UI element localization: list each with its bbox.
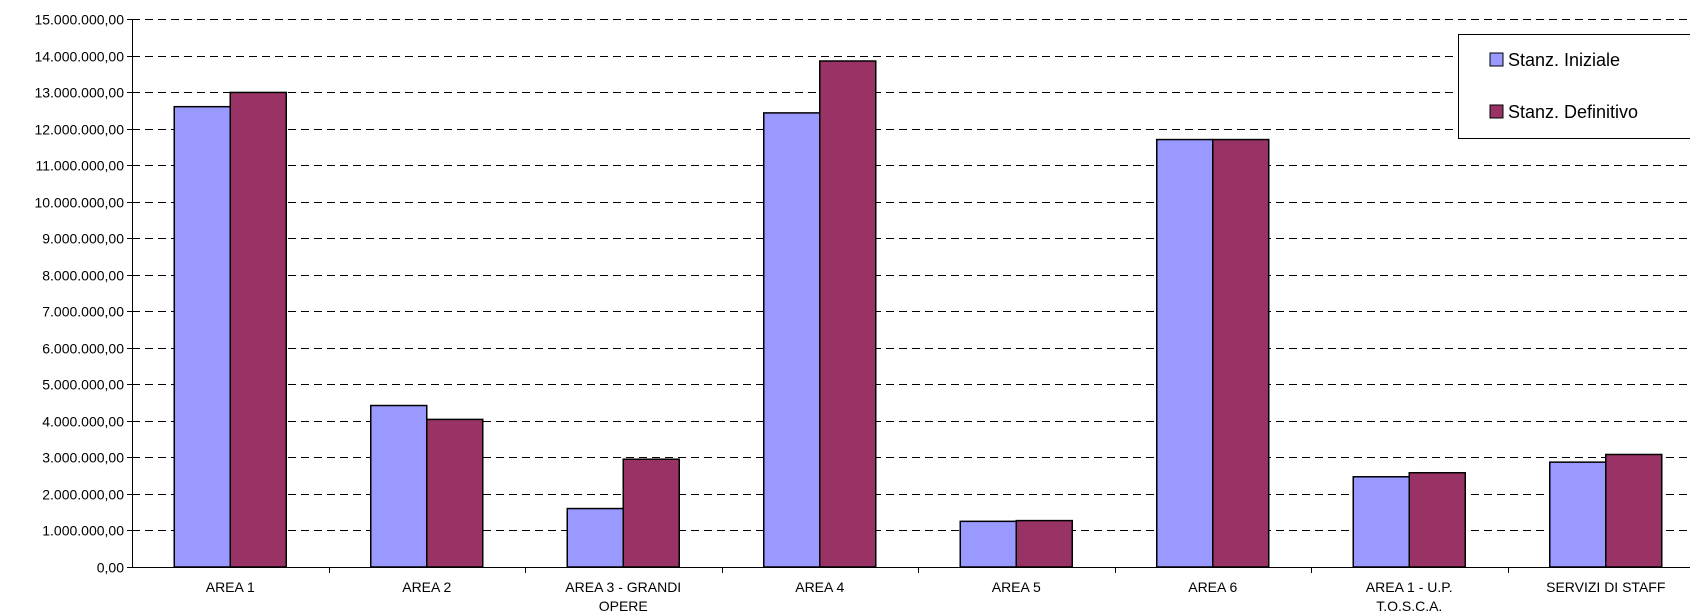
y-tick-label: 14.000.000,00 [34,49,124,65]
x-category-label: AREA 5 [992,579,1041,595]
y-tick-label: 8.000.000,00 [42,268,124,284]
legend-box [1458,34,1690,139]
x-category-label: AREA 1 - U.P. [1366,579,1453,595]
legend: Stanz. Iniziale Stanz. Definitivo [1458,34,1690,139]
y-tick-label: 7.000.000,00 [42,304,124,320]
y-axis-ticks: 0,00 1.000.000,00 2.000.000,00 3.000.000,00… [34,12,132,576]
x-category-label: AREA 3 - GRANDI [565,579,681,595]
bar-stanz-definitivo [426,418,484,568]
y-tick-label: 12.000.000,00 [34,122,124,138]
bar-stanz-definitivo [1212,138,1270,568]
x-category-label: AREA 1 [206,579,255,595]
y-tick-label: 9.000.000,00 [42,231,124,247]
bar-stanz-definitivo [622,458,680,568]
y-tick-label: 11.000.000,00 [36,158,125,174]
y-tick-label: 3.000.000,00 [42,450,124,466]
y-tick-label: 1.000.000,00 [42,523,124,539]
bars [173,60,1663,568]
bar-stanz-definitivo [229,91,287,568]
legend-swatch [1489,52,1504,67]
bar-stanz-definitivo [1015,519,1073,568]
gridlines [132,19,1690,531]
bar-stanz-iniziale [173,105,231,568]
bar-stanz-iniziale [959,520,1017,568]
x-category-label: OPERE [599,598,648,614]
y-tick-label: 4.000.000,00 [42,414,124,430]
x-category-label: AREA 2 [402,579,451,595]
legend-label: Stanz. Definitivo [1508,102,1638,122]
bar-stanz-definitivo [1605,453,1663,568]
x-axis-labels: AREA 1 AREA 2 AREA 3 - GRANDI OPERE AREA 4 AR… [206,579,1666,614]
bar-stanz-definitivo [1408,471,1466,568]
x-category-label: SERVIZI DI STAFF [1546,579,1665,595]
legend-label: Stanz. Iniziale [1508,50,1620,70]
bar-stanz-iniziale [566,507,624,568]
y-tick-label: 15.000.000,00 [34,12,124,28]
bar-stanz-iniziale [763,112,821,568]
y-tick-label: 2.000.000,00 [42,487,124,503]
bar-stanz-iniziale [370,404,428,568]
bar-stanz-iniziale [1352,476,1410,568]
y-tick-label: 6.000.000,00 [42,341,124,357]
x-category-label: T.O.S.C.A. [1376,598,1442,614]
legend-swatch [1489,104,1504,119]
x-category-label: AREA 6 [1188,579,1237,595]
y-tick-label: 5.000.000,00 [42,377,124,393]
bar-stanz-iniziale [1156,138,1214,568]
axes [132,19,1690,573]
y-tick-label: 13.000.000,00 [34,85,124,101]
bar-stanz-iniziale [1549,461,1607,568]
x-category-label: AREA 4 [795,579,844,595]
bar-stanz-definitivo [819,60,877,568]
y-tick-label: 0,00 [97,560,124,576]
y-tick-label: 10.000.000,00 [34,195,124,211]
